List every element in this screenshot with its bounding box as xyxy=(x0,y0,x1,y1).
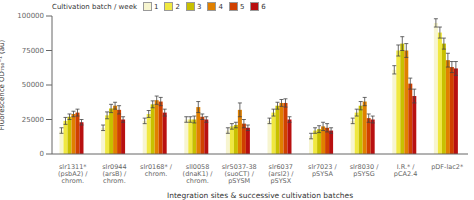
svg-text:slr1311*(psbA2) /chrom.: slr1311*(psbA2) /chrom. xyxy=(58,163,88,185)
html-text:4: 4 xyxy=(218,2,223,11)
html-text:5: 5 xyxy=(239,2,245,11)
svg-text:50000: 50000 xyxy=(22,81,44,89)
svg-text:slr7023 /pSYSA: slr7023 /pSYSA xyxy=(308,163,337,178)
svg-text:slr0944(arsB) /chrom.: slr0944(arsB) /chrom. xyxy=(102,163,127,185)
svg-text:slr0168* /chrom.: slr0168* /chrom. xyxy=(140,163,173,178)
html-text:1: 1 xyxy=(154,2,159,11)
html-text:6: 6 xyxy=(261,2,266,11)
svg-text:slr6037(arsl2) /pSYSX: slr6037(arsl2) /pSYSX xyxy=(268,163,294,185)
html-text:2: 2 xyxy=(175,2,180,11)
svg-text:75000: 75000 xyxy=(22,47,44,55)
svg-text:25000: 25000 xyxy=(22,116,44,124)
svg-text:Fluorescence OD₇₅₀⁻¹ (au): Fluorescence OD₇₅₀⁻¹ (au) xyxy=(0,39,6,130)
svg-text:0: 0 xyxy=(40,150,44,158)
svg-text:I.R.* /pCA2.4: I.R.* /pCA2.4 xyxy=(394,163,417,178)
svg-text:slr5037-38(suoCT) /pSYSM: slr5037-38(suoCT) /pSYSM xyxy=(222,163,257,185)
svg-text:sll0058(dnaK1) /chrom.: sll0058(dnaK1) /chrom. xyxy=(183,163,214,185)
svg-text:100000: 100000 xyxy=(17,12,44,20)
html-text:Cultivation batch / week: Cultivation batch / week xyxy=(52,2,137,11)
svg-text:slr8030 /pSYSG: slr8030 /pSYSG xyxy=(350,163,379,178)
svg-text:pDF-lac2*: pDF-lac2* xyxy=(431,163,464,171)
html-text:3: 3 xyxy=(196,2,202,11)
svg-text:Integration sites & successive: Integration sites & successive cultivati… xyxy=(167,191,353,200)
